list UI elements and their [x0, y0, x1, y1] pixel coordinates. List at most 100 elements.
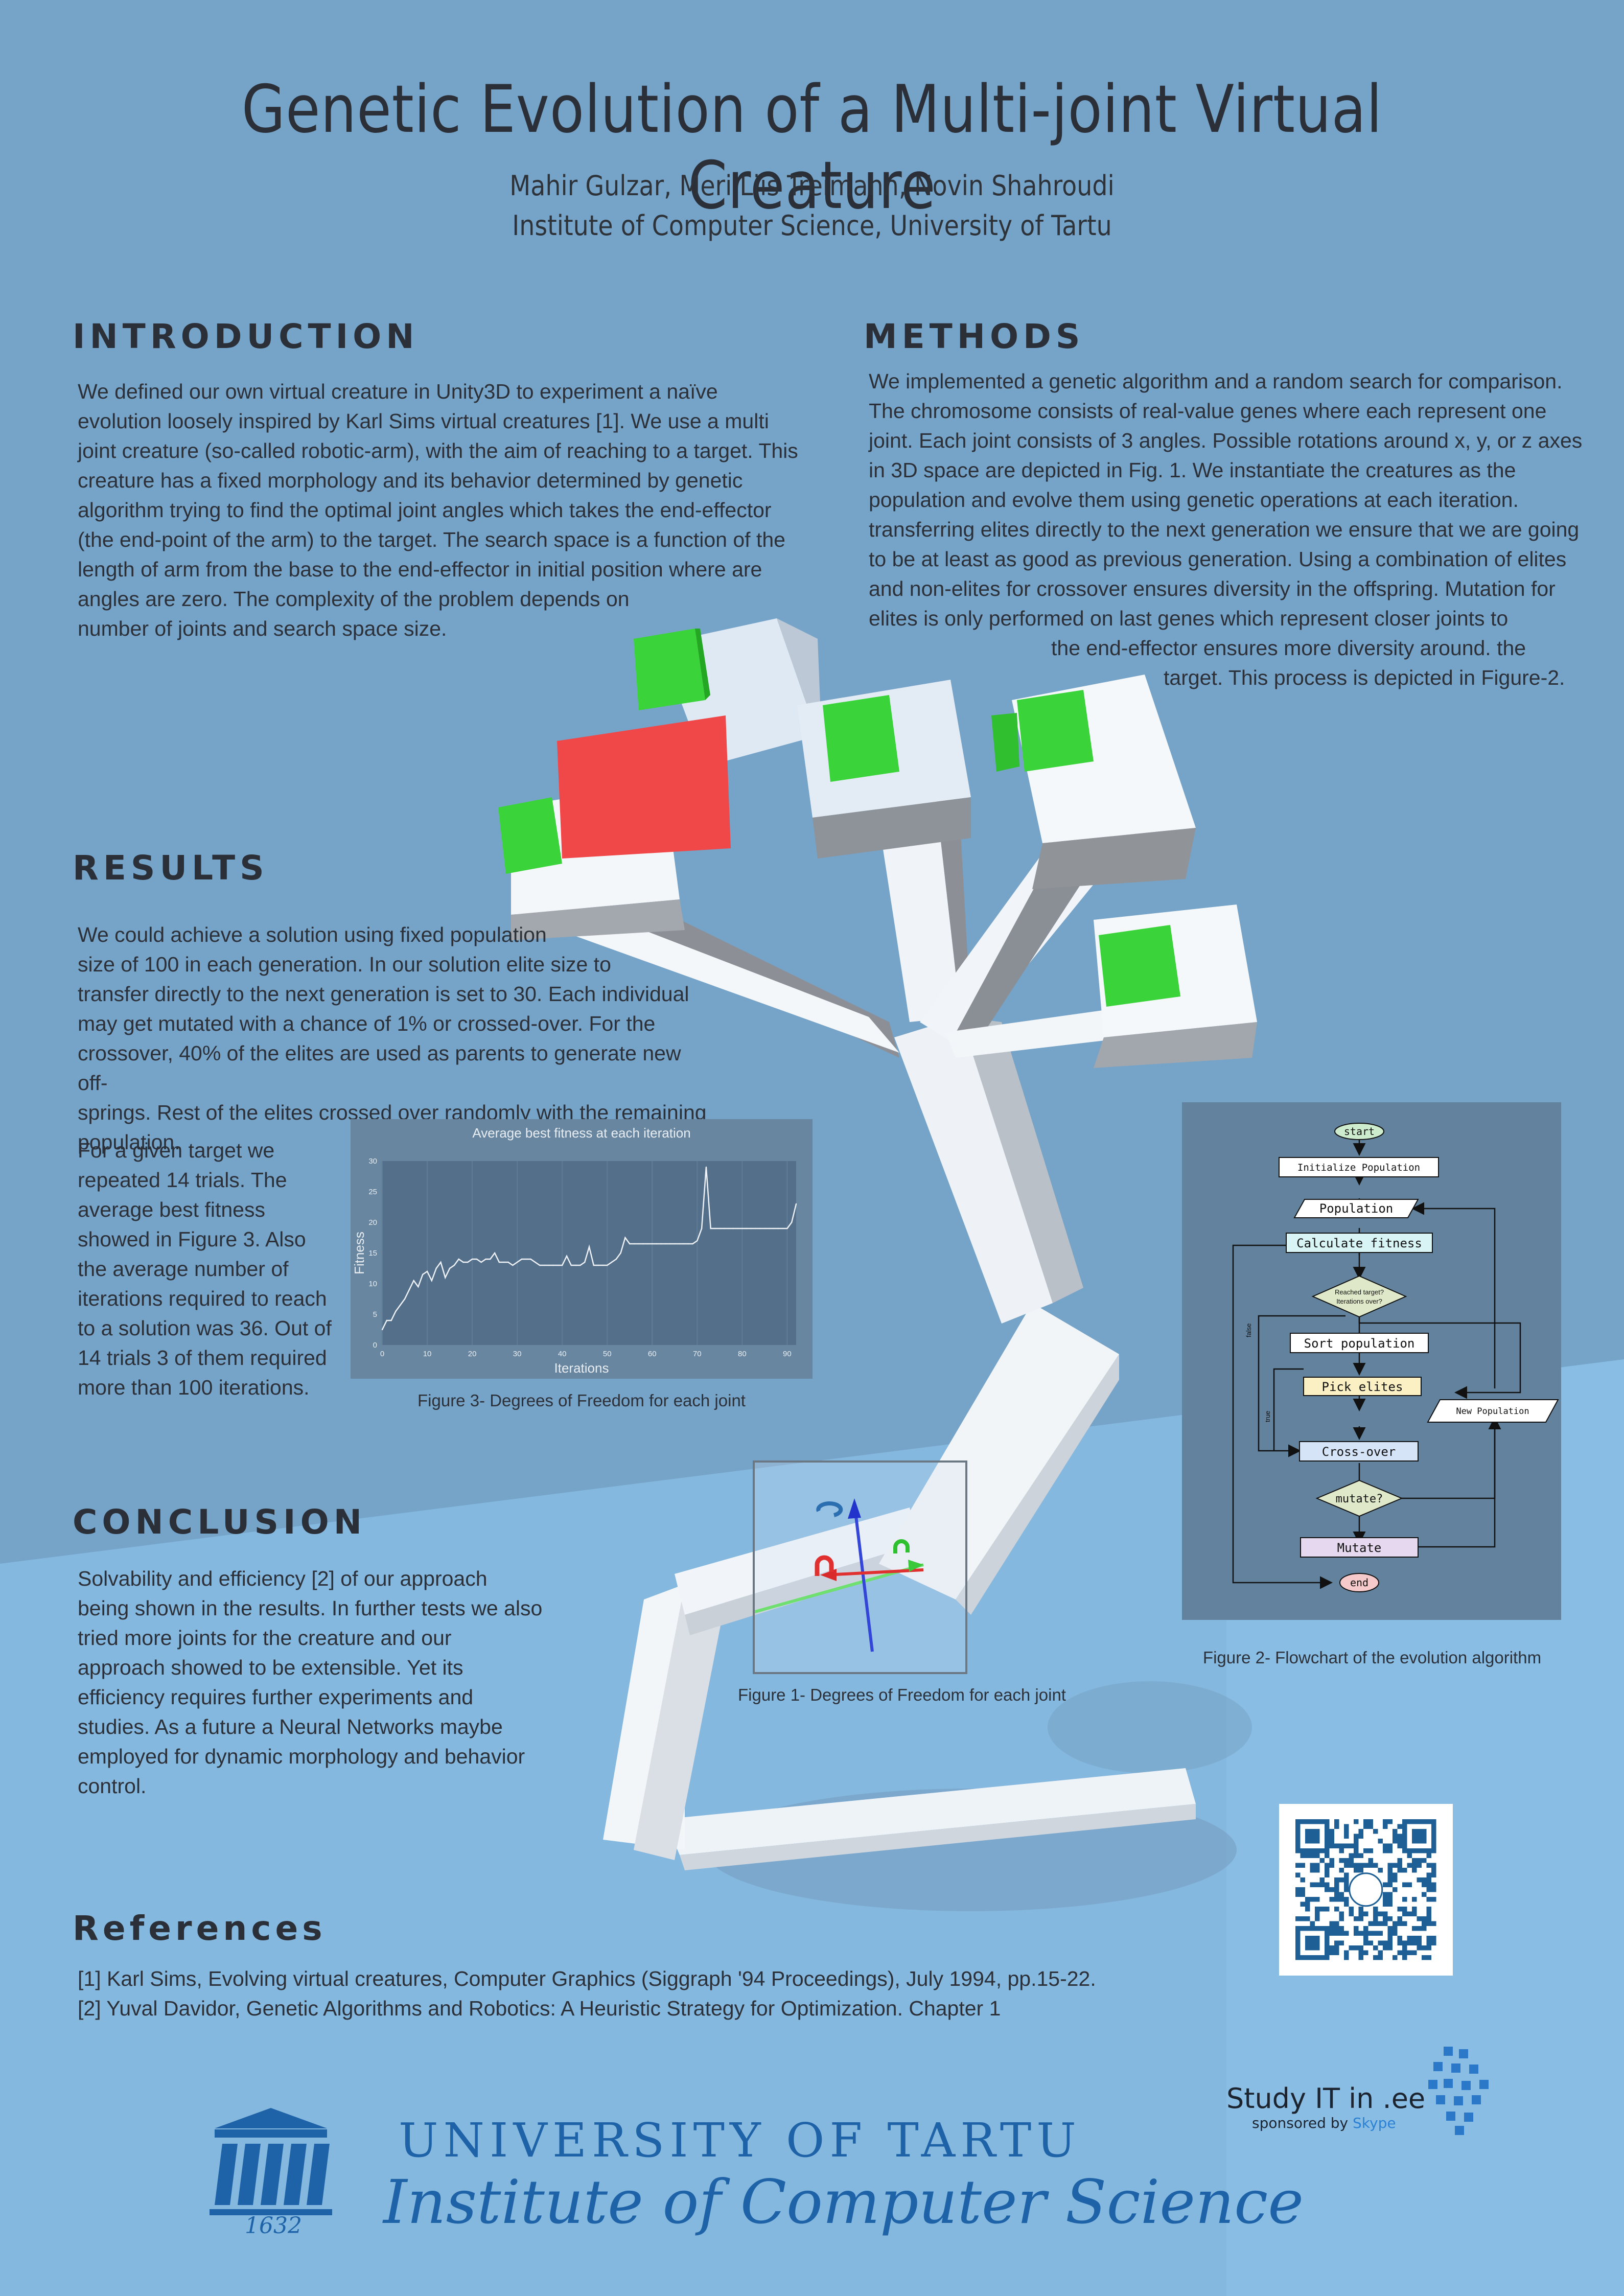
chart-data-point — [530, 1258, 531, 1260]
results-line: repeated 14 trials. The — [78, 1168, 287, 1192]
chart-data-point — [755, 1227, 756, 1230]
chart-data-point — [624, 1237, 626, 1239]
chart-data-point — [557, 1264, 559, 1266]
chart-data-point — [629, 1243, 631, 1245]
results-heading: RESULTS — [73, 848, 269, 888]
chart-x-tick-label: 40 — [558, 1350, 567, 1358]
flow-node-end: end — [1339, 1573, 1379, 1592]
conclusion-line: approach showed to be extensible. Yet it… — [78, 1656, 463, 1679]
chart-data-point — [476, 1258, 478, 1260]
chart-data-point — [710, 1227, 711, 1230]
chart-title: Average best fitness at each iteration — [472, 1125, 690, 1141]
chart-data-point — [602, 1264, 604, 1266]
figure3-caption: Figure 3- Degrees of Freedom for each jo… — [417, 1391, 746, 1410]
flow-node-mutate-decision: mutate? — [1315, 1479, 1403, 1517]
chart-data-point — [660, 1243, 662, 1245]
chart-data-point — [525, 1258, 527, 1260]
svg-text:Population: Population — [1319, 1201, 1394, 1216]
chart-plot-area — [382, 1161, 796, 1345]
chart-x-tick-label: 90 — [783, 1350, 792, 1358]
chart-data-point — [791, 1221, 793, 1223]
chart-data-point — [768, 1227, 770, 1230]
methods-heading: METHODS — [864, 317, 1085, 356]
chart-x-tick-label: 30 — [513, 1350, 522, 1358]
chart-data-point — [584, 1261, 586, 1263]
chart-xlabel: Iterations — [554, 1360, 609, 1376]
chart-data-point — [386, 1319, 388, 1321]
chart-data-point — [426, 1270, 428, 1272]
fitness-chart-panel: 0 10 20 30 40 50 60 70 80 90 0 5 10 15 20 25 30 Average… — [351, 1119, 813, 1379]
chart-data-point — [705, 1166, 707, 1168]
chart-data-point — [647, 1243, 648, 1245]
figure2-caption: Figure 2- Flowchart of the evolution alg… — [1202, 1648, 1542, 1667]
chart-data-point — [422, 1273, 424, 1275]
effector-green-cubes — [498, 629, 1180, 1007]
chart-data-point — [395, 1310, 397, 1312]
chart-data-point — [777, 1227, 779, 1230]
references-list: [1] Karl Sims, Evolving virtual creature… — [78, 1964, 1253, 2023]
results-line: transfer directly to the next generation… — [78, 982, 689, 1006]
methods-body: We implemented a genetic algorithm and a… — [869, 366, 1584, 692]
introduction-line: algorithm trying to find the optimal joi… — [78, 498, 772, 522]
svg-text:Sort population: Sort population — [1304, 1336, 1415, 1351]
chart-data-point — [535, 1261, 536, 1263]
conclusion-line: studies. As a future a Neural Networks m… — [78, 1715, 503, 1738]
qr-code-pattern — [1295, 1819, 1436, 1960]
flow-node-crossover: Cross-over — [1299, 1441, 1419, 1462]
chart-data-point — [390, 1319, 392, 1321]
introduction-line: We defined our own virtual creature in U… — [78, 380, 718, 403]
chart-data-point — [714, 1227, 716, 1230]
chart-x-tick-label: 10 — [423, 1350, 432, 1358]
methods-line: joint. Each joint consists of 3 angles. … — [869, 429, 1583, 452]
chart-data-point — [440, 1261, 442, 1263]
chart-data-point — [471, 1258, 473, 1260]
results-line: For a given target we — [78, 1139, 275, 1162]
chart-data-point — [611, 1261, 613, 1263]
methods-line: transferring elites directly to the next… — [869, 518, 1580, 541]
chart-data-point — [652, 1243, 653, 1245]
study-it-dots-icon — [1428, 2047, 1489, 2135]
introduction-line: (the end-point of the arm) to the target… — [78, 528, 785, 551]
svg-text:Cross-over: Cross-over — [1322, 1445, 1396, 1459]
chart-data-point — [687, 1243, 689, 1245]
conclusion-line: tried more joints for the creature and o… — [78, 1626, 452, 1650]
figure1-dof-box — [703, 1460, 967, 1674]
sponsored-by-text: sponsored by — [1252, 2115, 1349, 2131]
chart-data-point — [548, 1264, 549, 1266]
chart-data-point — [746, 1227, 748, 1230]
chart-data-point — [723, 1227, 725, 1230]
svg-text:mutate?: mutate? — [1336, 1493, 1383, 1505]
results-body: We could achieve a solution using fixed … — [78, 920, 716, 1157]
arm-upper-segment — [894, 1017, 1053, 1324]
chart-data-point — [490, 1258, 491, 1260]
reference-item: [1] Karl Sims, Evolving virtual creature… — [78, 1967, 1096, 1990]
chart-y-tick-label: 10 — [368, 1280, 377, 1288]
flow-edge-label: false — [1245, 1324, 1252, 1337]
chart-data-point — [701, 1227, 703, 1230]
chart-data-point — [665, 1243, 666, 1245]
chart-x-tick-label: 0 — [380, 1350, 384, 1358]
chart-data-point — [494, 1252, 496, 1254]
methods-line: in 3D space are depicted in Fig. 1. We i… — [869, 458, 1516, 482]
university-logo: 1632 — [194, 2098, 347, 2256]
evolution-flowchart: false true start Initialize Population P… — [1232, 1123, 1559, 1592]
methods-line: elites is only performed on last genes w… — [869, 607, 1509, 630]
conclusion-body: Solvability and efficiency [2] of our ap… — [78, 1564, 563, 1801]
chart-data-point — [678, 1243, 680, 1245]
results-body-trials: For a given target we repeated 14 trials… — [78, 1135, 343, 1402]
rotate-y-icon — [815, 1555, 834, 1576]
conclusion-line: employed for dynamic morphology and beha… — [78, 1745, 525, 1768]
qr-code[interactable] — [1279, 1804, 1453, 1976]
results-line: the average number of — [78, 1257, 289, 1281]
chart-data-point — [516, 1261, 518, 1263]
chart-ylabel: Fitness — [352, 1232, 367, 1274]
chart-data-point — [462, 1261, 464, 1263]
chart-data-point — [498, 1261, 500, 1263]
chart-data-point — [620, 1252, 621, 1254]
introduction-line: joint creature (so-called robotic-arm), … — [78, 439, 798, 462]
chart-data-point — [539, 1264, 541, 1266]
results-line: We could achieve a solution using fixed … — [78, 923, 547, 946]
results-line: may get mutated with a chance of 1% or c… — [78, 1012, 656, 1035]
chart-data-point — [697, 1240, 698, 1242]
skype-text: Skype — [1353, 2115, 1396, 2131]
